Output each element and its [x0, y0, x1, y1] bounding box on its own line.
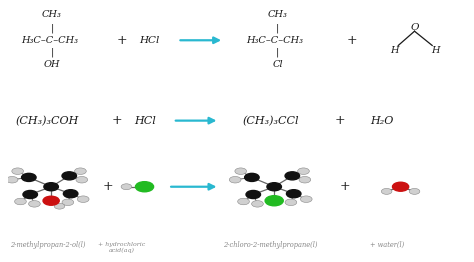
Text: (CH₃)₃CCl: (CH₃)₃CCl [242, 116, 299, 126]
Circle shape [392, 182, 409, 191]
Text: OH: OH [44, 61, 60, 69]
Circle shape [301, 196, 312, 203]
Circle shape [298, 168, 310, 174]
Circle shape [44, 183, 58, 191]
Text: O: O [410, 23, 419, 32]
Circle shape [265, 196, 283, 206]
Circle shape [235, 168, 246, 174]
Text: CH₃: CH₃ [42, 10, 62, 19]
Circle shape [285, 172, 300, 180]
Circle shape [285, 199, 297, 206]
Circle shape [22, 173, 36, 182]
Circle shape [245, 173, 259, 182]
Text: 2-chloro-2-methylpropane(l): 2-chloro-2-methylpropane(l) [223, 241, 318, 249]
Circle shape [229, 177, 241, 183]
Circle shape [23, 190, 37, 199]
Text: HCl: HCl [139, 36, 160, 45]
Circle shape [12, 168, 24, 174]
Circle shape [382, 188, 392, 194]
Text: +: + [339, 180, 350, 193]
Circle shape [76, 177, 88, 183]
Text: + hydrochloric
acid(aq): + hydrochloric acid(aq) [98, 242, 146, 253]
Text: (CH₃)₃COH: (CH₃)₃COH [16, 116, 79, 126]
Circle shape [62, 172, 76, 180]
Text: 2-methylpropan-2-ol(l): 2-methylpropan-2-ol(l) [9, 241, 85, 249]
Text: +: + [102, 180, 113, 193]
Text: CH₃: CH₃ [267, 10, 287, 19]
Circle shape [54, 203, 65, 209]
Text: H: H [431, 46, 440, 54]
Circle shape [77, 196, 89, 203]
Circle shape [64, 190, 78, 198]
Text: H₃C–C–CH₃: H₃C–C–CH₃ [21, 36, 78, 45]
Circle shape [62, 199, 74, 206]
Text: HCl: HCl [134, 116, 156, 126]
Text: +: + [112, 114, 122, 127]
Circle shape [299, 177, 311, 183]
Text: H: H [390, 46, 399, 54]
Text: |: | [276, 24, 279, 33]
Circle shape [28, 201, 40, 207]
Text: H₃C–C–CH₃: H₃C–C–CH₃ [246, 36, 304, 45]
Text: +: + [346, 34, 357, 47]
Circle shape [15, 198, 27, 205]
Circle shape [74, 168, 86, 174]
Circle shape [286, 190, 301, 198]
Text: |: | [50, 24, 54, 33]
Text: Cl: Cl [272, 61, 283, 69]
Circle shape [136, 182, 154, 192]
Text: |: | [276, 47, 279, 57]
Text: H₂O: H₂O [370, 116, 394, 126]
Circle shape [121, 184, 132, 190]
Circle shape [267, 183, 282, 191]
Circle shape [237, 198, 249, 205]
Text: + water(l): + water(l) [370, 241, 404, 249]
Text: +: + [335, 114, 346, 127]
Circle shape [246, 190, 261, 199]
Text: |: | [50, 47, 54, 57]
Circle shape [252, 201, 264, 207]
Text: +: + [117, 34, 127, 47]
Circle shape [409, 188, 420, 194]
Circle shape [43, 196, 59, 205]
Circle shape [6, 177, 18, 183]
